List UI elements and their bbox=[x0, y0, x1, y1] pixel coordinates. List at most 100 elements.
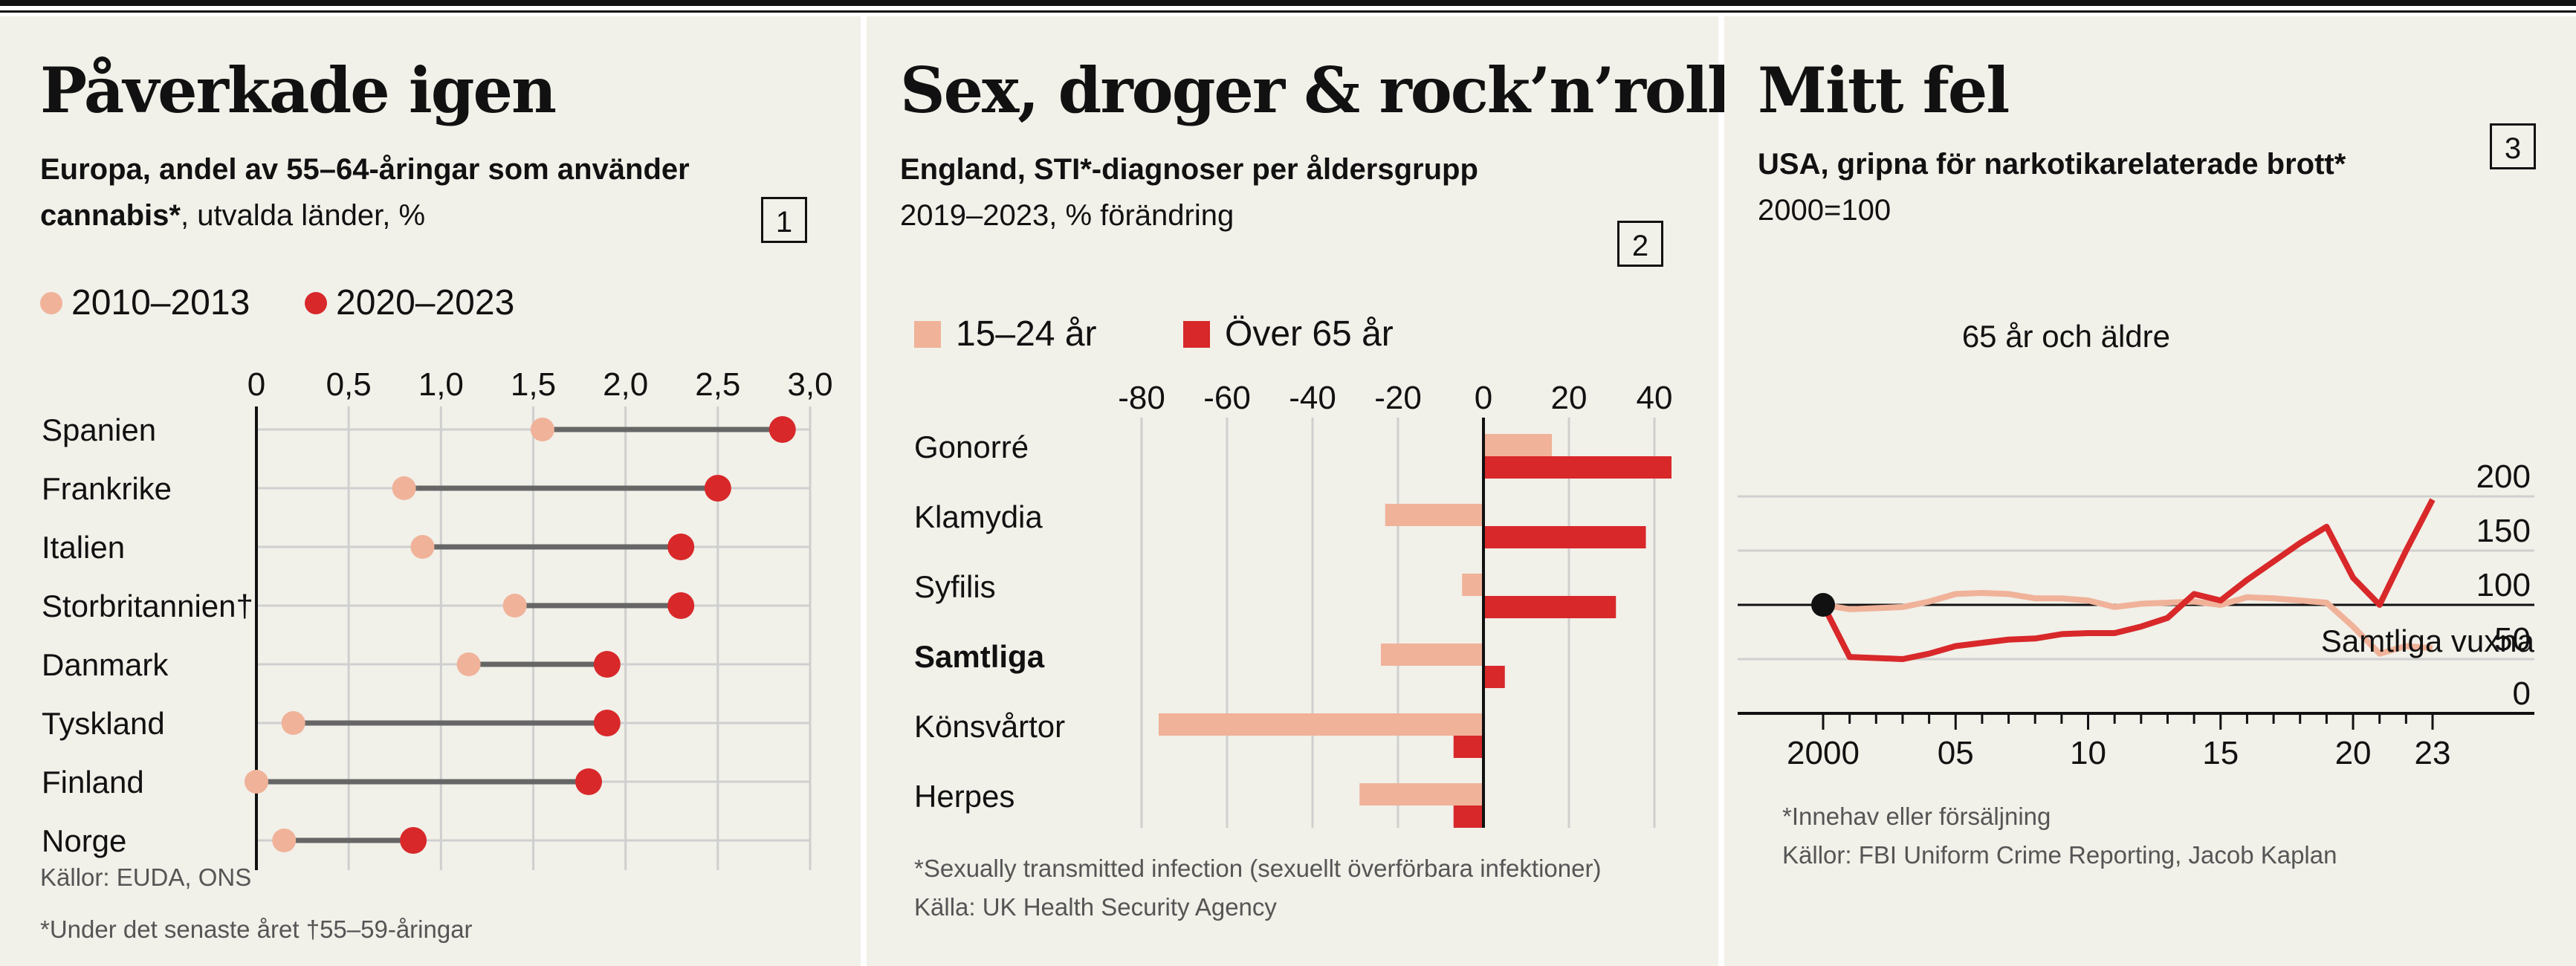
legend-swatch-dark bbox=[1183, 320, 1210, 348]
subtitle-line-2: 2000=100 bbox=[1758, 194, 1891, 227]
bar-over-65 bbox=[1483, 596, 1617, 618]
panel-sti: Sex, droger & rock’n’roll England, STI*-… bbox=[867, 16, 1731, 966]
category-label: Herpes bbox=[914, 779, 1014, 814]
category-label: Klamydia bbox=[914, 499, 1043, 534]
top-rule bbox=[0, 0, 2576, 6]
point-2010-2013 bbox=[392, 476, 416, 500]
category-label: Könsvårtor bbox=[914, 709, 1065, 744]
category-label: Italien bbox=[42, 530, 125, 565]
dumbbell-chart: 0 0,5 1,0 1,5 2,0 2,5 3,0 Spanien Frankrike Itali… bbox=[42, 366, 833, 870]
panel-title: Påverkade igen bbox=[40, 54, 557, 127]
legend-swatch-light bbox=[914, 320, 941, 348]
bar-15-24 bbox=[1359, 783, 1483, 805]
x-tick-label: 0 bbox=[1475, 380, 1492, 416]
x-tick-label: 1,0 bbox=[418, 366, 464, 403]
footnote-definition: *Innehav eller försäljning bbox=[1782, 803, 2051, 830]
x-tick-label: 10 bbox=[2070, 735, 2106, 771]
bar-15-24 bbox=[1159, 713, 1483, 736]
point-2010-2013 bbox=[272, 829, 297, 852]
footnote-source: Källor: FBI Uniform Crime Reporting, Jac… bbox=[1782, 841, 2337, 869]
bar-15-24 bbox=[1483, 434, 1552, 456]
point-2020-2023 bbox=[704, 475, 731, 502]
point-2010-2013 bbox=[410, 535, 435, 559]
category-label: Norge bbox=[42, 823, 126, 858]
point-2010-2013 bbox=[245, 770, 268, 794]
point-2010-2013 bbox=[456, 652, 481, 676]
x-tick-label: 3,0 bbox=[787, 366, 832, 403]
x-tick-label: 1,5 bbox=[511, 366, 556, 403]
bar-over-65 bbox=[1453, 736, 1483, 758]
index-base-point bbox=[1811, 593, 1835, 617]
footnote-definition: *Sexually transmitted infection (sexuell… bbox=[914, 855, 1602, 882]
panel-subtitle: England, STI*-diagnoser per åldersgrupp … bbox=[900, 146, 1478, 239]
x-tick-label: -60 bbox=[1203, 380, 1251, 416]
x-tick-label: 15 bbox=[2202, 735, 2239, 771]
chart-number: 1 bbox=[761, 197, 807, 243]
point-2020-2023 bbox=[400, 827, 427, 854]
x-tick-label: -40 bbox=[1289, 380, 1336, 416]
panel-title: Sex, droger & rock’n’roll bbox=[900, 54, 1731, 127]
bar-15-24 bbox=[1381, 644, 1483, 666]
category-label: Syfilis bbox=[914, 569, 996, 604]
legend-label: Över 65 år bbox=[1225, 314, 1394, 354]
legend-item-early: 2010–2013 bbox=[40, 282, 250, 323]
y-tick-label: 0 bbox=[2513, 675, 2531, 712]
bar-15-24 bbox=[1385, 504, 1483, 526]
category-label: Frankrike bbox=[42, 471, 172, 506]
panel-cannabis: Påverkade igen Europa, andel av 55–64-år… bbox=[0, 16, 861, 966]
footnote-source: Källa: UK Health Security Agency bbox=[914, 893, 1277, 921]
bar-over-65 bbox=[1483, 526, 1646, 548]
subtitle-line-1: USA, gripna för narkotikarelaterade brot… bbox=[1758, 148, 2346, 181]
line-chart: 0 50 100 150 200 2000 05 10 15 20 23 65 år och äldr… bbox=[1738, 319, 2535, 771]
subtitle-line-1: Europa, andel av 55–64-åringar som använ… bbox=[40, 153, 690, 186]
bar-chart: -80 -60 -40 -20 0 20 40 Gonorré Klamydia Syfilis S… bbox=[914, 380, 1672, 828]
legend-label: 2020–2023 bbox=[336, 283, 515, 322]
point-2020-2023 bbox=[667, 534, 695, 560]
line-65-and-older bbox=[1820, 498, 2436, 662]
footnote-note: *Under det senaste året †55–59-åringar bbox=[40, 915, 473, 943]
y-tick-label: 150 bbox=[2476, 513, 2531, 549]
subtitle-rest-2: , utvalda länder, % bbox=[180, 199, 426, 232]
top-rule-thin bbox=[0, 10, 2576, 13]
category-label: Finland bbox=[42, 765, 144, 800]
line-all-adults bbox=[1822, 589, 2433, 657]
category-label: Gonorré bbox=[914, 429, 1029, 464]
category-label: Spanien bbox=[42, 412, 156, 447]
bar-15-24 bbox=[1462, 574, 1483, 596]
x-tick-label: -80 bbox=[1118, 380, 1165, 416]
x-tick-label: 2,5 bbox=[695, 366, 740, 403]
x-tick-label: 05 bbox=[1938, 735, 1974, 771]
y-tick-label: 50 bbox=[2494, 621, 2531, 658]
point-2010-2013 bbox=[530, 418, 554, 441]
x-tick-label: 23 bbox=[2415, 735, 2451, 771]
y-tick-label: 200 bbox=[2476, 458, 2531, 495]
category-label: Samtliga bbox=[914, 639, 1045, 674]
legend-label: 2010–2013 bbox=[71, 283, 250, 322]
series-label-65-plus: 65 år och äldre bbox=[1962, 319, 2170, 354]
category-label: Storbritannien† bbox=[42, 589, 253, 623]
x-tick-label: 2,0 bbox=[603, 366, 648, 403]
footnote-source: Källor: EUDA, ONS bbox=[40, 863, 252, 891]
y-tick-label: 100 bbox=[2476, 567, 2531, 603]
panel-arrests: Mitt fel USA, gripna för narkotikarelate… bbox=[1724, 16, 2576, 966]
legend-dot-light bbox=[40, 291, 62, 314]
subtitle-bold-2: cannabis* bbox=[40, 199, 181, 232]
chart-number: 2 bbox=[1617, 221, 1663, 267]
x-tick-label: 0,5 bbox=[326, 366, 372, 403]
panel-title: Mitt fel bbox=[1758, 54, 2010, 127]
legend-dot-dark bbox=[305, 291, 327, 314]
point-2010-2013 bbox=[281, 711, 305, 735]
category-label: Danmark bbox=[42, 647, 169, 682]
legend-item-old: Över 65 år bbox=[1183, 314, 1394, 354]
point-2020-2023 bbox=[593, 651, 621, 678]
legend-item-late: 2020–2023 bbox=[305, 282, 514, 323]
bar-over-65 bbox=[1453, 805, 1483, 828]
legend-label: 15–24 år bbox=[956, 314, 1097, 354]
x-tick-label: 20 bbox=[1551, 380, 1588, 416]
x-tick-label: 0 bbox=[247, 366, 265, 403]
point-2020-2023 bbox=[768, 416, 796, 443]
series-label-all-adults: Samtliga vuxna bbox=[2321, 623, 2535, 658]
subtitle-line-2: 2019–2023, % förändring bbox=[900, 199, 1234, 232]
bar-over-65 bbox=[1483, 456, 1672, 479]
panel-subtitle: USA, gripna för narkotikarelaterade brot… bbox=[1758, 141, 2346, 233]
